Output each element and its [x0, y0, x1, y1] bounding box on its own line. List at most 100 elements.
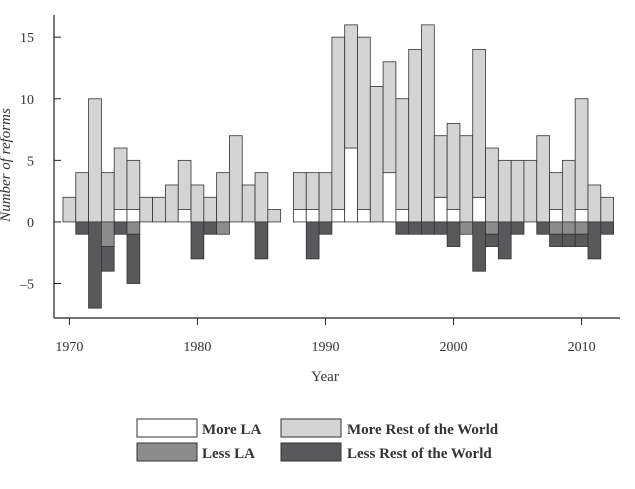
bar-less-la: [561, 221, 576, 235]
bar-more-rest-of-the-world: [216, 172, 230, 223]
bar-less-rest-of-the-world: [408, 221, 422, 235]
legend-swatch-more-rest-of-world: [280, 418, 342, 438]
bar-less-rest-of-the-world: [574, 233, 589, 247]
bar-more-rest-of-the-world: [75, 172, 89, 223]
bar-less-rest-of-the-world: [549, 233, 563, 247]
bar-more-rest-of-the-world: [62, 196, 77, 223]
bar-more-rest-of-the-world: [113, 147, 128, 211]
bar-more-rest-of-the-world: [408, 49, 422, 223]
legend-label-more-rest-of-world: More Rest of the World: [347, 422, 499, 438]
bar-more-rest-of-the-world: [331, 36, 346, 211]
legend-swatch-more-la: [136, 418, 198, 438]
bar-more-rest-of-the-world: [485, 147, 499, 223]
bar-more-rest-of-the-world: [561, 159, 576, 223]
bar-less-la: [126, 221, 141, 235]
bar-less-rest-of-the-world: [446, 221, 461, 247]
bar-less-rest-of-the-world: [510, 221, 525, 235]
bar-more-la: [395, 209, 410, 223]
y-tick-label: 10: [20, 93, 34, 108]
legend-label-less-rest-of-world: Less Rest of the World: [347, 446, 492, 462]
legend: More LA More Rest of the World Less LA L…: [136, 418, 499, 462]
bar-more-rest-of-the-world: [88, 98, 102, 223]
bar-more-rest-of-the-world: [600, 196, 614, 223]
bar-more-la: [177, 209, 192, 223]
bar-more-la: [433, 196, 448, 223]
bar-less-rest-of-the-world: [561, 233, 576, 247]
bar-more-rest-of-the-world: [254, 172, 269, 223]
bar-less-rest-of-the-world: [190, 221, 205, 260]
bar-less-rest-of-the-world: [600, 221, 614, 235]
bar-more-la: [305, 209, 320, 223]
bar-more-rest-of-the-world: [318, 172, 333, 223]
bar-more-la: [126, 209, 141, 223]
x-ticks: 1970 1980 1990 2000 2010: [55, 318, 596, 355]
bar-more-rest-of-the-world: [357, 36, 371, 211]
bar-more-rest-of-the-world: [497, 159, 512, 223]
bar-more-la: [344, 147, 358, 223]
bar-more-rest-of-the-world: [267, 209, 282, 223]
y-tick-label: 0: [27, 216, 34, 231]
bar-less-rest-of-the-world: [497, 221, 512, 260]
bar-more-rest-of-the-world: [395, 98, 410, 211]
bar-more-rest-of-the-world: [472, 49, 486, 198]
bar-more-rest-of-the-world: [203, 196, 218, 223]
x-tick-label: 1980: [183, 340, 211, 355]
bar-more-rest-of-the-world: [433, 135, 448, 198]
bars-layer: [62, 24, 614, 309]
bar-more-rest-of-the-world: [459, 135, 474, 223]
y-tick-label: 15: [20, 31, 34, 46]
bar-more-rest-of-the-world: [523, 159, 538, 223]
bar-more-la: [113, 209, 128, 223]
bar-less-la: [459, 221, 474, 235]
bar-less-la: [574, 221, 589, 235]
bar-more-la: [382, 172, 397, 223]
x-axis-title: Year: [311, 369, 339, 385]
bar-less-rest-of-the-world: [126, 233, 141, 284]
bar-less-rest-of-the-world: [305, 221, 320, 260]
bar-less-la: [485, 221, 499, 235]
bar-more-rest-of-the-world: [229, 135, 243, 223]
bar-more-la: [549, 209, 563, 223]
bar-more-la: [574, 209, 589, 223]
legend-swatch-less-rest-of-world: [280, 442, 342, 462]
bar-more-rest-of-the-world: [549, 172, 563, 211]
y-ticks: 15 10 5 0 –5: [19, 31, 61, 293]
bar-more-rest-of-the-world: [241, 184, 256, 223]
y-tick-label: 5: [27, 154, 34, 169]
bar-less-la: [216, 221, 230, 235]
bar-more-rest-of-the-world: [165, 184, 179, 223]
bar-less-rest-of-the-world: [485, 233, 499, 247]
legend-label-more-la: More LA: [202, 422, 261, 438]
bar-more-la: [331, 209, 346, 223]
bar-more-la: [293, 209, 307, 223]
x-tick-label: 1990: [311, 340, 339, 355]
bar-more-la: [472, 196, 486, 223]
legend-label-less-la: Less LA: [202, 446, 255, 462]
bar-less-rest-of-the-world: [254, 221, 269, 260]
bar-more-rest-of-the-world: [446, 122, 461, 211]
bar-more-rest-of-the-world: [293, 172, 307, 211]
legend-swatch-less-la: [136, 442, 198, 462]
bar-less-rest-of-the-world: [203, 221, 218, 235]
bar-more-rest-of-the-world: [382, 61, 397, 174]
y-axis-title: Number of reforms: [0, 108, 14, 223]
x-tick-label: 2000: [440, 340, 468, 355]
bar-more-rest-of-the-world: [152, 196, 166, 223]
bar-less-rest-of-the-world: [395, 221, 410, 235]
bar-more-rest-of-the-world: [510, 159, 525, 223]
bar-less-rest-of-the-world: [421, 221, 435, 235]
bar-more-rest-of-the-world: [421, 24, 435, 223]
bar-less-rest-of-the-world: [433, 221, 448, 235]
bar-less-rest-of-the-world: [318, 221, 333, 235]
bar-more-rest-of-the-world: [369, 86, 384, 223]
bar-less-rest-of-the-world: [88, 221, 102, 309]
bar-more-rest-of-the-world: [139, 196, 154, 223]
bar-less-rest-of-the-world: [75, 221, 89, 235]
bar-more-rest-of-the-world: [536, 135, 550, 223]
bar-less-rest-of-the-world: [472, 221, 486, 272]
bar-more-rest-of-the-world: [574, 98, 589, 211]
x-tick-label: 2010: [568, 340, 596, 355]
bar-more-rest-of-the-world: [190, 184, 205, 223]
bar-less-rest-of-the-world: [536, 221, 550, 235]
